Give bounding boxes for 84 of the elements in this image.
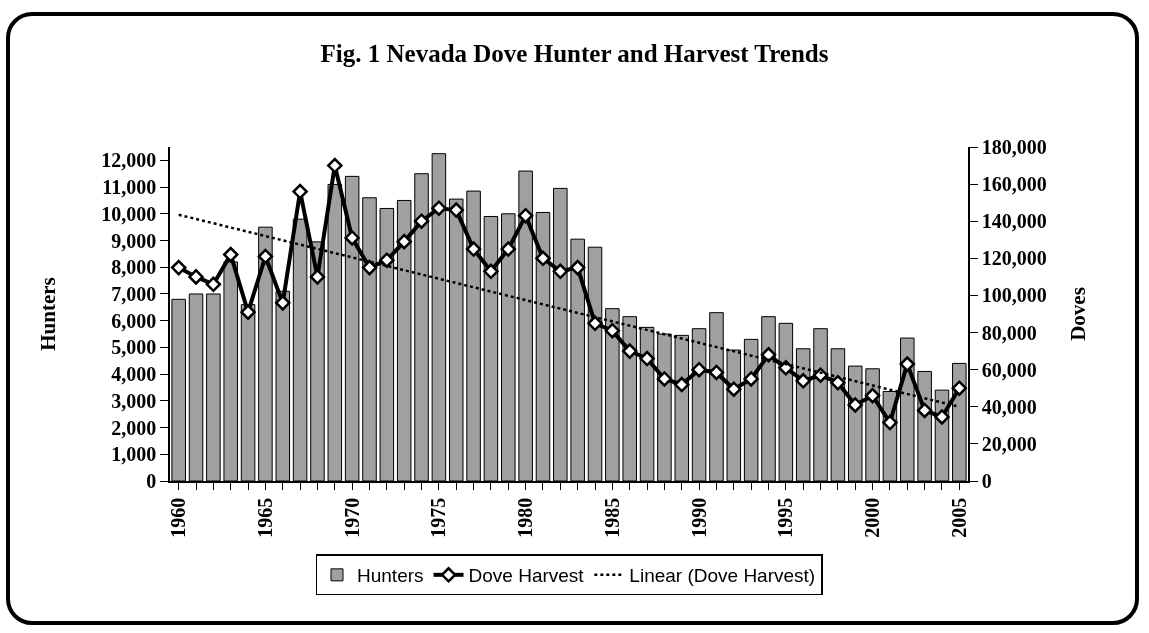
point <box>448 202 464 218</box>
y2-tick-label: 80,000 <box>981 321 1037 344</box>
x-tick-label: 1990 <box>687 497 710 538</box>
point <box>257 248 274 265</box>
point <box>309 269 326 285</box>
point <box>205 276 222 293</box>
point <box>170 259 187 276</box>
y-tick-label: 4,000 <box>111 363 157 386</box>
point <box>552 263 569 280</box>
point <box>708 364 725 381</box>
point <box>812 367 829 383</box>
y-tick-label: 7,000 <box>111 282 157 305</box>
point <box>535 250 551 267</box>
point <box>396 233 412 250</box>
point <box>292 183 308 200</box>
point <box>830 374 846 391</box>
point <box>778 360 794 376</box>
x-tick-label: 1980 <box>514 497 537 538</box>
y-tick-label: 10,000 <box>101 202 157 225</box>
point <box>760 347 777 363</box>
point <box>916 402 933 419</box>
point <box>951 380 968 396</box>
y2-axis-title: Doves <box>1066 287 1091 341</box>
x-tick-label: 1965 <box>253 497 276 538</box>
point <box>621 343 638 359</box>
x-tick-label: 2000 <box>861 497 884 538</box>
y-tick-label: 8,000 <box>111 256 157 279</box>
point <box>413 213 430 229</box>
point <box>899 356 916 372</box>
point <box>431 200 447 216</box>
point <box>240 304 256 320</box>
point <box>864 387 881 404</box>
y-tick-label: 11,000 <box>102 176 157 199</box>
y2-tick-label: 0 <box>981 470 992 492</box>
x-tick-label: 1985 <box>600 497 623 538</box>
point <box>275 295 291 311</box>
y2-tick-label: 120,000 <box>981 247 1047 270</box>
y2-tick-label: 140,000 <box>981 210 1047 233</box>
y2-tick-label: 60,000 <box>981 358 1037 381</box>
y-tick-label: 1,000 <box>111 443 157 466</box>
y2-tick-label: 160,000 <box>981 173 1047 196</box>
y-tick-label: 9,000 <box>111 229 157 252</box>
point <box>379 252 395 268</box>
legend-label: Dove Harvest <box>468 565 585 587</box>
point <box>847 397 863 413</box>
point <box>882 414 898 431</box>
chart-title: Fig. 1 Nevada Dove Hunter and Harvest Trends <box>320 39 829 67</box>
y-tick-label: 5,000 <box>111 336 157 359</box>
y-axis-title: Hunters <box>35 277 60 351</box>
point <box>604 322 621 339</box>
point <box>222 246 239 263</box>
point <box>344 230 360 246</box>
y-tick-label: 6,000 <box>111 309 157 332</box>
point <box>795 373 811 389</box>
point <box>934 409 950 425</box>
legend-label: Linear (Dove Harvest) <box>629 565 816 587</box>
y2-tick-label: 180,000 <box>981 136 1047 158</box>
x-tick-label: 1995 <box>774 497 797 538</box>
point <box>743 371 759 387</box>
point <box>726 381 742 397</box>
y-tick-label: 3,000 <box>111 389 157 412</box>
x-tick-label: 1960 <box>167 497 190 538</box>
point <box>587 315 603 332</box>
point <box>639 350 655 367</box>
y2-tick-label: 40,000 <box>981 395 1037 418</box>
y-tick-label: 2,000 <box>111 416 157 439</box>
x-tick-label: 1975 <box>427 497 450 538</box>
x-tick-label: 2005 <box>947 497 970 538</box>
x-tick-label: 1970 <box>340 497 363 538</box>
y-tick-label: 0 <box>146 470 157 492</box>
point <box>361 259 378 276</box>
y2-tick-label: 20,000 <box>981 432 1037 455</box>
point <box>691 361 707 378</box>
y2-tick-label: 100,000 <box>981 284 1047 307</box>
point <box>188 269 204 285</box>
point <box>674 376 690 393</box>
y-tick-label: 12,000 <box>101 149 157 172</box>
point <box>500 241 517 257</box>
point <box>483 263 499 280</box>
point <box>656 371 673 387</box>
legend-label: Hunters <box>357 565 424 587</box>
point <box>465 241 482 257</box>
point <box>517 207 534 224</box>
point <box>569 259 586 276</box>
